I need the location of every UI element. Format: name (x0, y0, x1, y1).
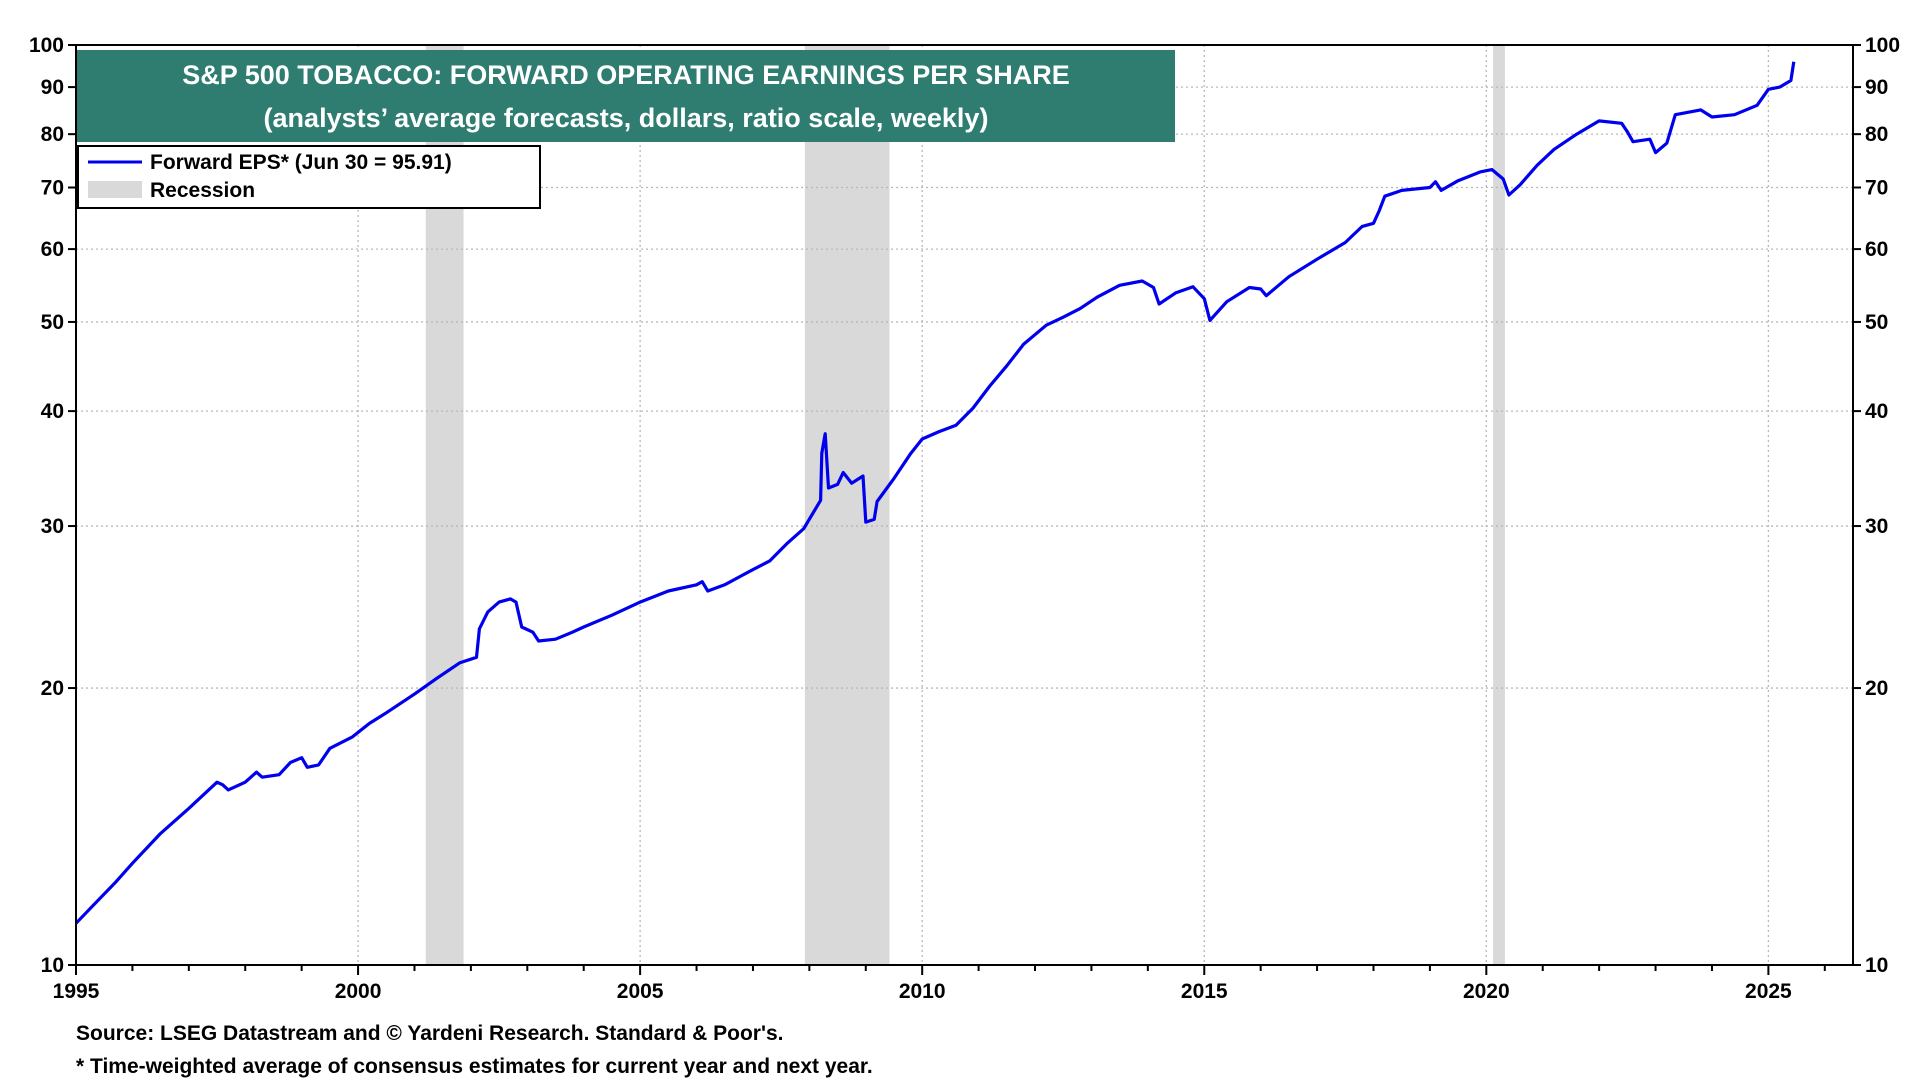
legend-label-eps: Forward EPS* (Jun 30 = 95.91) (150, 151, 452, 174)
y-tick-label-right: 10 (1865, 954, 1888, 977)
y-tick-label-left: 80 (41, 123, 64, 146)
y-tick-label-right: 90 (1865, 76, 1888, 99)
x-tick-label: 2015 (1181, 980, 1228, 1003)
x-tick-label: 2000 (335, 980, 382, 1003)
x-tick-label: 2020 (1463, 980, 1510, 1003)
chart-title: S&P 500 TOBACCO: FORWARD OPERATING EARNI… (182, 60, 1070, 90)
recession-bands (425, 45, 1505, 965)
y-tick-label-right: 40 (1865, 400, 1888, 423)
y-tick-label-right: 30 (1865, 515, 1888, 538)
title-box: S&P 500 TOBACCO: FORWARD OPERATING EARNI… (77, 50, 1175, 142)
y-tick-label-right: 50 (1865, 311, 1888, 334)
legend-swatch-recession (88, 181, 142, 198)
x-tick-label: 2025 (1745, 980, 1792, 1003)
y-tick-label-left: 40 (41, 400, 64, 423)
y-tick-label-right: 20 (1865, 677, 1888, 700)
legend-label-recession: Recession (150, 179, 255, 202)
legend: Forward EPS* (Jun 30 = 95.91) Recession (77, 145, 541, 209)
plot-frame (75, 44, 1854, 966)
y-tick-label-left: 100 (29, 34, 64, 57)
y-tick-label-right: 60 (1865, 238, 1888, 261)
recession-band-3 (1493, 45, 1505, 965)
y-tick-label-left: 70 (41, 177, 64, 200)
title-background (77, 50, 1175, 142)
y-tick-label-left: 90 (41, 76, 64, 99)
y-tick-label-left: 10 (41, 954, 64, 977)
source-note: Source: LSEG Datastream and © Yardeni Re… (76, 1022, 783, 1045)
legend-box (77, 145, 541, 209)
y-tick-label-left: 50 (41, 311, 64, 334)
series-layer (74, 61, 1796, 925)
y-tick-label-right: 100 (1865, 34, 1900, 57)
y-tick-label-left: 30 (41, 515, 64, 538)
y-tick-label-left: 60 (41, 238, 64, 261)
x-tick-label: 2005 (617, 980, 664, 1003)
y-tick-label-left: 20 (41, 677, 64, 700)
chart-subtitle: (analysts’ average forecasts, dollars, r… (264, 103, 989, 133)
x-tick-label: 2010 (899, 980, 946, 1003)
y-tick-label-right: 80 (1865, 123, 1888, 146)
x-tick-label: 1995 (53, 980, 100, 1003)
y-tick-label-right: 70 (1865, 177, 1888, 200)
footnote: * Time-weighted average of consensus est… (76, 1055, 873, 1078)
series-line-forward-eps (74, 61, 1796, 925)
